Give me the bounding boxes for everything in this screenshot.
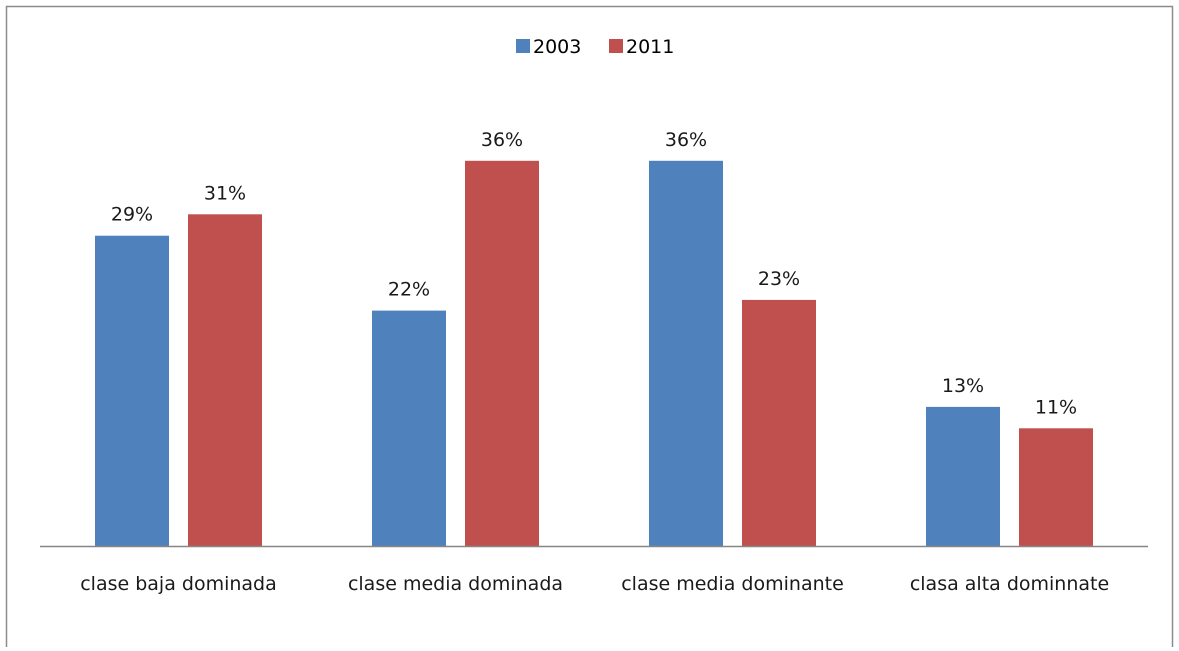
bar-2011-2 <box>465 160 539 547</box>
bar-2003-1 <box>95 235 169 546</box>
legend-label-2003: 2003 <box>533 36 581 58</box>
bars <box>95 160 1093 547</box>
data-label-2003-3: 36% <box>665 129 707 151</box>
bar-2011-3 <box>742 299 816 546</box>
data-labels: 29% 31% 22% 36% 36% 23% 13% 11% <box>111 129 1077 418</box>
bar-2003-3 <box>649 160 723 547</box>
data-label-2003-2: 22% <box>388 279 430 301</box>
legend-label-2011: 2011 <box>626 36 674 58</box>
data-label-2011-1: 31% <box>204 182 246 204</box>
data-label-2003-4: 13% <box>942 375 984 397</box>
legend-swatch-2003 <box>516 39 530 53</box>
data-label-2011-3: 23% <box>758 268 800 290</box>
category-label-2: clase media dominada <box>348 573 563 595</box>
category-label-3: clase media dominante <box>621 573 844 595</box>
bar-2011-4 <box>1019 428 1093 546</box>
data-label-2011-2: 36% <box>481 129 523 151</box>
bar-2003-4 <box>926 406 1000 546</box>
category-label-4: clasa alta dominnate <box>910 573 1109 595</box>
legend: 2003 2011 <box>516 36 674 58</box>
legend-swatch-2011 <box>609 39 623 53</box>
data-label-2003-1: 29% <box>111 204 153 226</box>
bar-2003-2 <box>372 310 446 546</box>
data-label-2011-4: 11% <box>1035 396 1077 418</box>
chart-border <box>5 5 1174 651</box>
category-label-1: clase baja dominada <box>80 573 277 595</box>
category-labels: clase baja dominada clase media dominada c… <box>80 573 1109 595</box>
bar-2011-1 <box>188 214 262 547</box>
